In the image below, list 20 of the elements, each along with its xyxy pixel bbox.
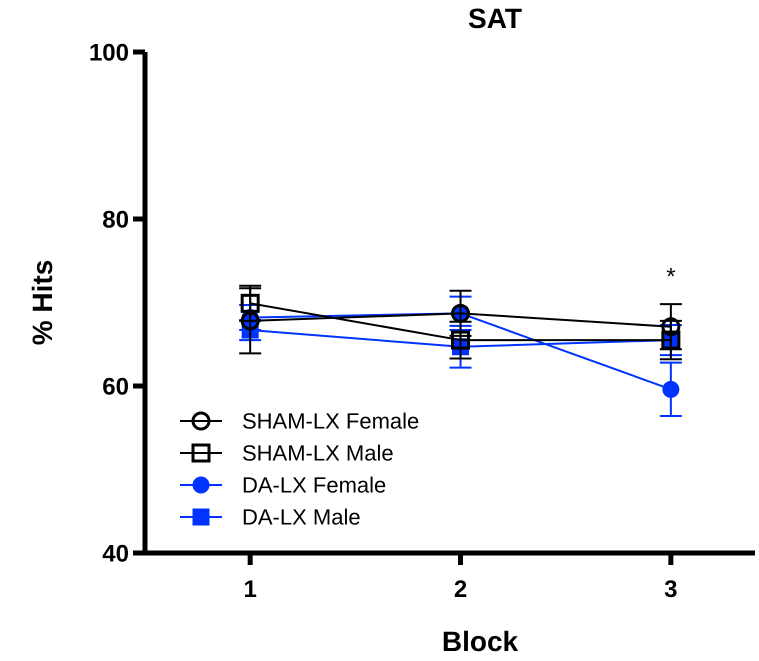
legend-label: SHAM-LX Male [242, 440, 394, 466]
point [240, 311, 260, 330]
annotation: * [666, 263, 676, 290]
legend-label: DA-LX Female [242, 472, 386, 498]
y-axis-title: % Hits [27, 260, 58, 346]
point [240, 294, 260, 313]
point [451, 330, 470, 350]
x-axis-title: Block [442, 626, 519, 657]
legend-label: DA-LX Male [242, 504, 361, 530]
x-tick-label: 3 [664, 576, 678, 603]
x-tick-label: 2 [454, 576, 468, 603]
x-tick-label: 1 [243, 576, 257, 603]
chart-title: SAT [468, 3, 522, 34]
point [661, 317, 680, 336]
legend-label: SHAM-LX Female [242, 408, 420, 434]
y-tick-label: 100 [88, 39, 129, 66]
y-tick-label: 40 [102, 540, 129, 568]
point [662, 380, 680, 398]
y-tick-label: 80 [102, 206, 129, 234]
y-tick-label: 60 [102, 373, 129, 400]
